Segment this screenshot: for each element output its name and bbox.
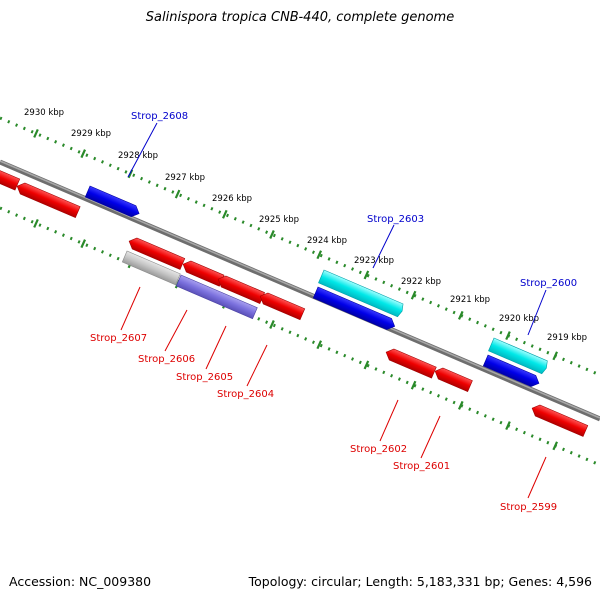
ruler-label-2922: 2922 kbp [401, 277, 441, 287]
outer-ruler-tick [269, 230, 275, 239]
gene-strop-2605[interactable] [216, 274, 265, 304]
gene-strop-2602[interactable] [384, 347, 437, 379]
backbone-highlight [0, 160, 600, 419]
gene-label-strop-2605[interactable]: Strop_2605 [176, 372, 233, 383]
gene-label-strop-2599[interactable]: Strop_2599 [500, 502, 557, 513]
ruler-label-2928: 2928 kbp [118, 151, 158, 161]
inner-ruler-tick [457, 400, 464, 410]
outer-ruler-tick [221, 209, 228, 219]
gene-strop-2600-cyan[interactable] [488, 337, 549, 375]
inner-ruler-tick [80, 239, 87, 249]
gene-label-strop-2600[interactable]: Strop_2600 [520, 278, 577, 289]
topology-summary: Topology: circular; Length: 5,183,331 bp… [248, 574, 592, 589]
ruler-label-2921: 2921 kbp [450, 295, 490, 305]
outer-ruler-tick [410, 290, 417, 300]
ruler-label-2923: 2923 kbp [354, 256, 394, 266]
inner-ruler-tick [269, 320, 275, 329]
gene-red-2607-upper[interactable] [127, 236, 186, 270]
gene-strop-2599[interactable] [530, 403, 589, 437]
ruler-label-2919: 2919 kbp [547, 333, 587, 343]
outer-ruler-ticks [33, 128, 559, 361]
inner-ruler-tick [552, 441, 559, 451]
accession-text: Accession: NC_009380 [9, 574, 152, 589]
map-title: Salinispora tropica CNB-440, complete ge… [145, 10, 455, 25]
gene-red-left[interactable] [15, 181, 81, 219]
label-leaders-forward [127, 122, 547, 336]
ruler-label-2930: 2930 kbp [24, 108, 64, 118]
gene-label-strop-2603[interactable]: Strop_2603 [367, 214, 424, 225]
ruler-label-2924: 2924 kbp [307, 236, 347, 246]
gene-strop-2608[interactable] [84, 185, 141, 219]
gene-strop-2601[interactable] [433, 366, 473, 393]
ruler-label-2927: 2927 kbp [165, 173, 205, 183]
ruler-label-2925: 2925 kbp [259, 215, 299, 225]
gene-strop-2600[interactable] [482, 354, 541, 389]
outer-ruler-tick [33, 128, 39, 138]
outer-ruler-tick [457, 310, 464, 320]
gene-strop-2606[interactable] [175, 274, 258, 320]
inner-ruler-tick [363, 360, 370, 370]
backbone-line [0, 159, 600, 422]
outer-ruler-tick [316, 250, 323, 260]
gene-red-left-edge[interactable] [0, 166, 21, 191]
gene-label-strop-2601[interactable]: Strop_2601 [393, 461, 450, 472]
gene-strop-2603[interactable] [312, 286, 397, 332]
gene-label-strop-2606[interactable]: Strop_2606 [138, 354, 195, 365]
ruler-label-2926: 2926 kbp [212, 194, 252, 204]
ruler-label-2929: 2929 kbp [71, 129, 111, 139]
gene-strop-2603-cyan[interactable] [318, 269, 404, 318]
inner-ruler-tick [410, 380, 417, 390]
ruler-label-2920: 2920 kbp [499, 314, 539, 324]
outer-ruler-tick [505, 331, 511, 341]
gene-label-strop-2608[interactable]: Strop_2608 [131, 111, 188, 122]
gene-strop-2604[interactable] [258, 291, 306, 321]
inner-ruler-tick [33, 218, 39, 228]
gene-strop-2607[interactable] [121, 250, 181, 286]
outer-ruler-tick [174, 189, 181, 199]
outer-ruler-tick [80, 149, 87, 159]
inner-ruler-tick [505, 421, 511, 431]
gene-red-2606-upper[interactable] [181, 259, 225, 287]
outer-ruler-tick [363, 270, 370, 280]
label-leaders-reverse [120, 286, 547, 499]
gene-label-strop-2604[interactable]: Strop_2604 [217, 389, 274, 400]
gene-label-strop-2607[interactable]: Strop_2607 [90, 333, 147, 344]
outer-ruler-tick [552, 351, 559, 361]
inner-ruler-tick [316, 340, 323, 350]
gene-label-strop-2602[interactable]: Strop_2602 [350, 444, 407, 455]
